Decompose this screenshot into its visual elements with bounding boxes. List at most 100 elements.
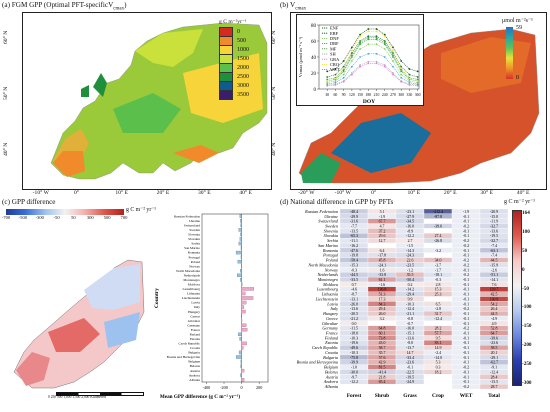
panel-d-colorbar-tick: 0	[522, 267, 525, 273]
map-lat-label: 40° N	[271, 143, 277, 156]
heatmap-cell-value: 26.4	[491, 307, 498, 311]
heatmap-cell-value: -50.4	[406, 278, 414, 282]
country-bar-label: Montenegro	[183, 278, 200, 282]
inset-point-wet	[335, 82, 337, 84]
map-lon-label: -10° W	[33, 190, 49, 196]
bar-ylabel: Country	[154, 288, 160, 308]
panel-a-colorbar-tick: 500	[237, 38, 246, 44]
heatmap-cell	[424, 384, 452, 389]
heatmap-cell-value: -23.6	[490, 341, 498, 345]
panel-c-colorbar-tick: 50	[71, 215, 76, 220]
inset-xtick-label: 360	[415, 93, 421, 97]
panel-c-title: (c) GPP difference	[2, 198, 56, 206]
country-bar	[241, 365, 242, 368]
heatmap-cell-value: -47.6	[350, 249, 358, 253]
heatmap-cell-value: -14.0	[434, 356, 442, 360]
inset-point-dbf	[400, 71, 402, 73]
inset-point-cro	[351, 50, 353, 52]
inset-point-enf	[376, 35, 378, 37]
heatmap-cell-value: -0.1	[463, 254, 469, 258]
country-bar	[239, 242, 242, 245]
bar-xtick-label: 200	[256, 385, 262, 390]
heatmap-cell	[424, 228, 452, 233]
heatmap-cell-value: -0.1	[463, 351, 469, 355]
heatmap-cell-value: 2.7	[408, 239, 413, 243]
country-bar	[240, 219, 241, 222]
heatmap-cell-value: 20.1	[491, 351, 498, 355]
heatmap-cell-value: -0.1	[463, 317, 469, 321]
panel-a-colorbar-tick: 2000	[237, 65, 249, 71]
heatmap-cell-value: -1.7	[435, 268, 441, 272]
inset-point-mf	[392, 55, 394, 57]
heatmap-cell	[368, 243, 396, 248]
panel-b-colorbar-unit: μmol m⁻²s⁻¹	[502, 17, 542, 24]
heatmap-cell-value: -2.4	[435, 351, 441, 355]
heatmap-cell-value: 57.6	[379, 356, 386, 360]
heatmap-cell-value: -13.6	[406, 336, 414, 340]
panel-b-colorbar-gradient	[506, 27, 513, 79]
heatmap-cell-value: 21.8	[379, 375, 386, 379]
heatmap-cell	[424, 253, 452, 258]
panel-c-scale-label: 0 250 500 1,000 1,500 2,000 Kilometers	[48, 395, 106, 399]
country-bar-label: Bulgaria	[188, 351, 200, 355]
heatmap-cell-value: -14.3	[406, 249, 414, 253]
heatmap-cell-value: -0.1	[463, 370, 469, 374]
heatmap-cell-value: 65.4	[379, 380, 386, 384]
country-bar	[240, 237, 242, 240]
country-bar	[240, 269, 241, 272]
heatmap-cell-value: 15.3	[435, 288, 442, 292]
heatmap-cell-value: 6.5	[436, 302, 441, 306]
heatmap-cell-value: -7.4	[491, 254, 497, 258]
heatmap-cell-value: -9.1	[491, 366, 497, 370]
heatmap-cell-value: -19.6	[350, 341, 358, 345]
heatmap-cell-value: -19.5	[406, 375, 414, 379]
inset-point-mf	[384, 42, 386, 44]
heatmap-cell-value: -0.1	[463, 249, 469, 253]
heatmap-cell-value: -1.2	[407, 268, 413, 272]
heatmap-cell-value: -0.1	[463, 268, 469, 272]
panel-a-title: (a) FGM GPP (Optimal PFT-specificVcmax)	[2, 1, 127, 11]
inset-point-cro	[376, 31, 378, 33]
heatmap-cell-value: -0.1	[463, 302, 469, 306]
inset-point-dnf	[367, 43, 369, 45]
heatmap-cell-value: 51.3	[379, 293, 386, 297]
heatmap-cell-value: 44.5	[491, 259, 498, 263]
heatmap-cell-value: -16.0	[406, 224, 414, 228]
country-bar-label: Liechtenstein	[182, 296, 201, 300]
inset-point-cro	[392, 50, 394, 52]
heatmap-cell-value: -0.1	[463, 220, 469, 224]
inset-xtick-label: 150	[357, 93, 363, 97]
inset-legend-label: WET	[330, 67, 340, 72]
inset-ytick-label: 20	[311, 72, 317, 77]
heatmap-column-label: Total	[488, 393, 500, 399]
inset-point-wet	[400, 77, 402, 79]
country-bar-label: Latvia	[191, 301, 200, 305]
map-lon-label: 40° E	[517, 190, 530, 196]
inset-point-gra	[417, 85, 419, 87]
country-bar-label: Russian Federation	[174, 214, 200, 218]
inset-point-cro	[326, 80, 328, 82]
inset-point-wet	[409, 82, 411, 84]
panel-a-title-sub: cmax	[113, 6, 124, 11]
heatmap-cell-value: -12.2	[350, 380, 358, 384]
inset-point-ebf	[417, 71, 419, 73]
heatmap-cell-value: -39.6	[434, 224, 442, 228]
heatmap-cell-value: -24.1	[378, 263, 386, 267]
country-bar-label: Poland	[191, 260, 201, 264]
heatmap-cell-value: -26.0	[350, 302, 358, 306]
inset-point-ebf	[326, 71, 328, 73]
heatmap-cell-value: -58.4	[350, 259, 358, 263]
heatmap-cell-value: -1.9	[463, 210, 469, 214]
heatmap-cell-value: -0.7	[407, 322, 413, 326]
heatmap-cell-value: 28.4	[491, 375, 498, 379]
inset-point-gra	[392, 74, 394, 76]
inset-point-ebf	[400, 60, 402, 62]
country-bar-label: Luxembourg	[183, 287, 201, 291]
country-bar-label: Serbia	[191, 242, 200, 246]
heatmap-cell-value: -0.1	[463, 322, 469, 326]
panel-a-title-text: (a) FGM GPP (Optimal PFT-specificV	[2, 1, 113, 9]
country-bar	[236, 251, 242, 254]
heatmap-cell-value: -0.2	[463, 259, 469, 263]
